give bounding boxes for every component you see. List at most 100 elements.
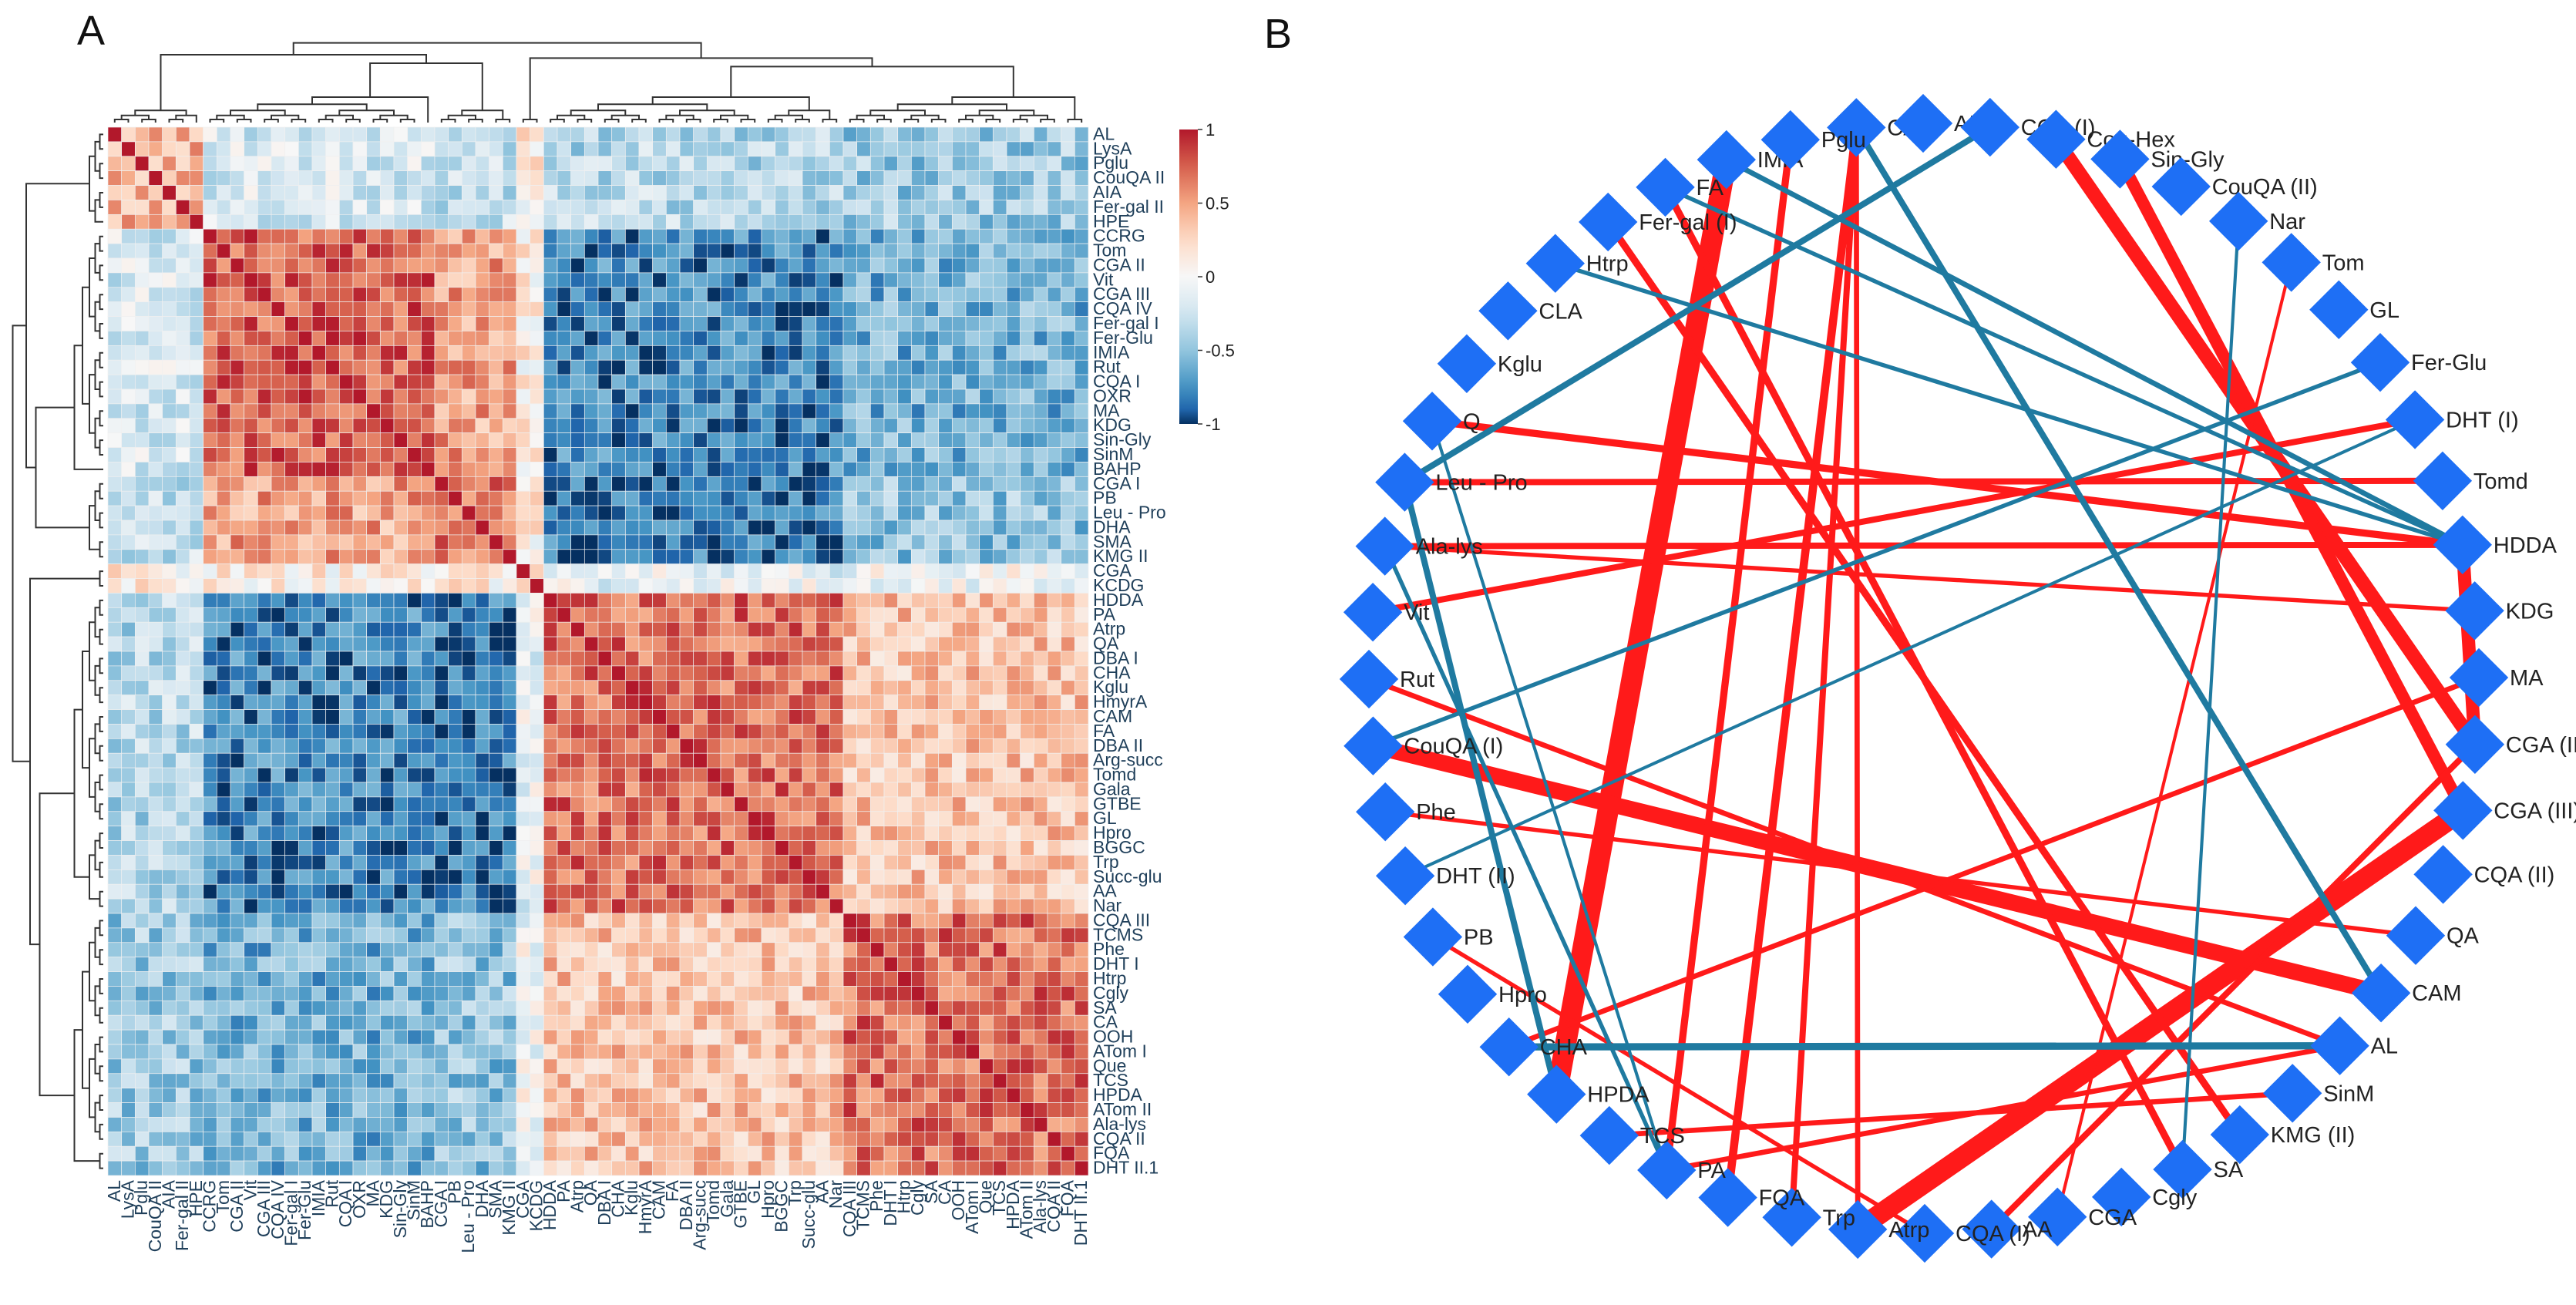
heatmap-cell — [271, 971, 286, 987]
heatmap-cell — [842, 665, 858, 681]
heatmap-cell — [230, 301, 245, 317]
heatmap-cell — [175, 869, 190, 885]
heatmap-cell — [516, 957, 531, 972]
heatmap-cell — [1047, 1058, 1062, 1075]
heatmap-cell — [216, 826, 231, 841]
heatmap-cell — [1061, 563, 1075, 579]
dendrogram-branch — [99, 1152, 103, 1169]
heatmap-cell — [352, 534, 368, 550]
heatmap-cell — [951, 170, 967, 186]
heatmap-cell — [448, 272, 462, 288]
heatmap-cell — [992, 636, 1007, 652]
heatmap-cell — [338, 971, 354, 987]
heatmap-cell — [189, 607, 204, 623]
heatmap-cell — [938, 665, 953, 681]
heatmap-cell — [869, 447, 885, 462]
heatmap-cell — [693, 971, 708, 987]
heatmap-cell — [720, 447, 735, 462]
heatmap-cell — [788, 913, 803, 929]
heatmap-cell — [338, 1000, 354, 1016]
heatmap-cell — [611, 447, 626, 462]
heatmap-cell — [597, 170, 613, 186]
heatmap-cell — [652, 243, 667, 259]
heatmap-cell — [638, 738, 654, 754]
heatmap-cell — [802, 665, 817, 681]
heatmap-cell — [611, 200, 626, 215]
heatmap-cell — [679, 388, 694, 405]
heatmap-cell — [284, 796, 299, 812]
heatmap-cell — [434, 462, 449, 477]
heatmap-cell — [924, 855, 940, 870]
heatmap-cell — [883, 811, 899, 827]
heatmap-cell — [311, 1058, 327, 1075]
heatmap-cell — [338, 593, 354, 608]
heatmap-cell — [461, 374, 476, 390]
heatmap-cell — [611, 767, 626, 783]
heatmap-cell — [638, 185, 654, 200]
heatmap-cell — [775, 1073, 789, 1089]
heatmap-cell — [883, 156, 899, 172]
heatmap-cell — [461, 534, 476, 550]
heatmap-cell — [489, 126, 503, 143]
heatmap-cell — [706, 126, 721, 143]
heatmap-cell — [393, 141, 409, 157]
heatmap-cell — [652, 942, 667, 958]
heatmap-cell — [107, 462, 123, 477]
heatmap-cell — [1006, 738, 1021, 754]
heatmap-cell — [121, 811, 136, 827]
heatmap-cell — [1033, 680, 1048, 696]
heatmap-cell — [203, 331, 217, 346]
heatmap-cell — [461, 287, 476, 303]
heatmap-cell — [1006, 257, 1021, 274]
heatmap-cell — [734, 257, 748, 274]
heatmap-cell — [938, 840, 953, 856]
heatmap-cell — [802, 752, 817, 769]
heatmap-cell — [121, 680, 136, 696]
heatmap-cell — [148, 767, 163, 783]
heatmap-cell — [393, 724, 409, 739]
heatmap-cell — [557, 578, 572, 594]
heatmap-cell — [148, 1073, 163, 1089]
heatmap-cell — [951, 185, 967, 200]
panel-a-label: A — [77, 8, 105, 54]
heatmap-cell — [897, 665, 912, 681]
heatmap-cell — [979, 185, 994, 200]
heatmap-cell — [148, 942, 163, 958]
dendrogram-branch — [985, 119, 1001, 123]
heatmap-cell — [816, 257, 830, 274]
heatmap-cell — [665, 170, 681, 186]
heatmap-cell — [638, 287, 654, 303]
heatmap-cell — [829, 1000, 844, 1016]
heatmap-cell — [1020, 695, 1034, 710]
heatmap-cell — [910, 1058, 926, 1075]
heatmap-cell — [379, 752, 395, 769]
heatmap-cell — [379, 462, 395, 477]
heatmap-cell — [393, 752, 409, 769]
heatmap-cell — [910, 957, 926, 972]
heatmap-cell — [107, 1000, 123, 1016]
heatmap-cell — [448, 1000, 462, 1016]
heatmap-cell — [502, 331, 517, 346]
heatmap-cell — [284, 476, 299, 492]
heatmap-cell — [761, 418, 776, 434]
heatmap-cell — [338, 898, 354, 914]
heatmap-cell — [856, 709, 871, 725]
heatmap-cell — [624, 1000, 640, 1016]
heatmap-cell — [284, 869, 299, 885]
heatmap-cell — [706, 942, 721, 958]
heatmap-cell — [230, 345, 245, 361]
heatmap-cell — [693, 345, 708, 361]
heatmap-cell — [788, 578, 803, 594]
heatmap-cell — [693, 1000, 708, 1016]
heatmap-cell — [583, 1014, 599, 1031]
heatmap-cell — [856, 811, 871, 827]
heatmap-cell — [883, 927, 899, 943]
heatmap-cell — [162, 141, 177, 157]
heatmap-cell — [1033, 826, 1048, 841]
heatmap-cell — [665, 957, 681, 972]
heatmap-cell — [816, 855, 830, 870]
heatmap-cell — [475, 1014, 490, 1031]
heatmap-cell — [203, 986, 217, 1001]
heatmap-cell — [134, 796, 150, 812]
